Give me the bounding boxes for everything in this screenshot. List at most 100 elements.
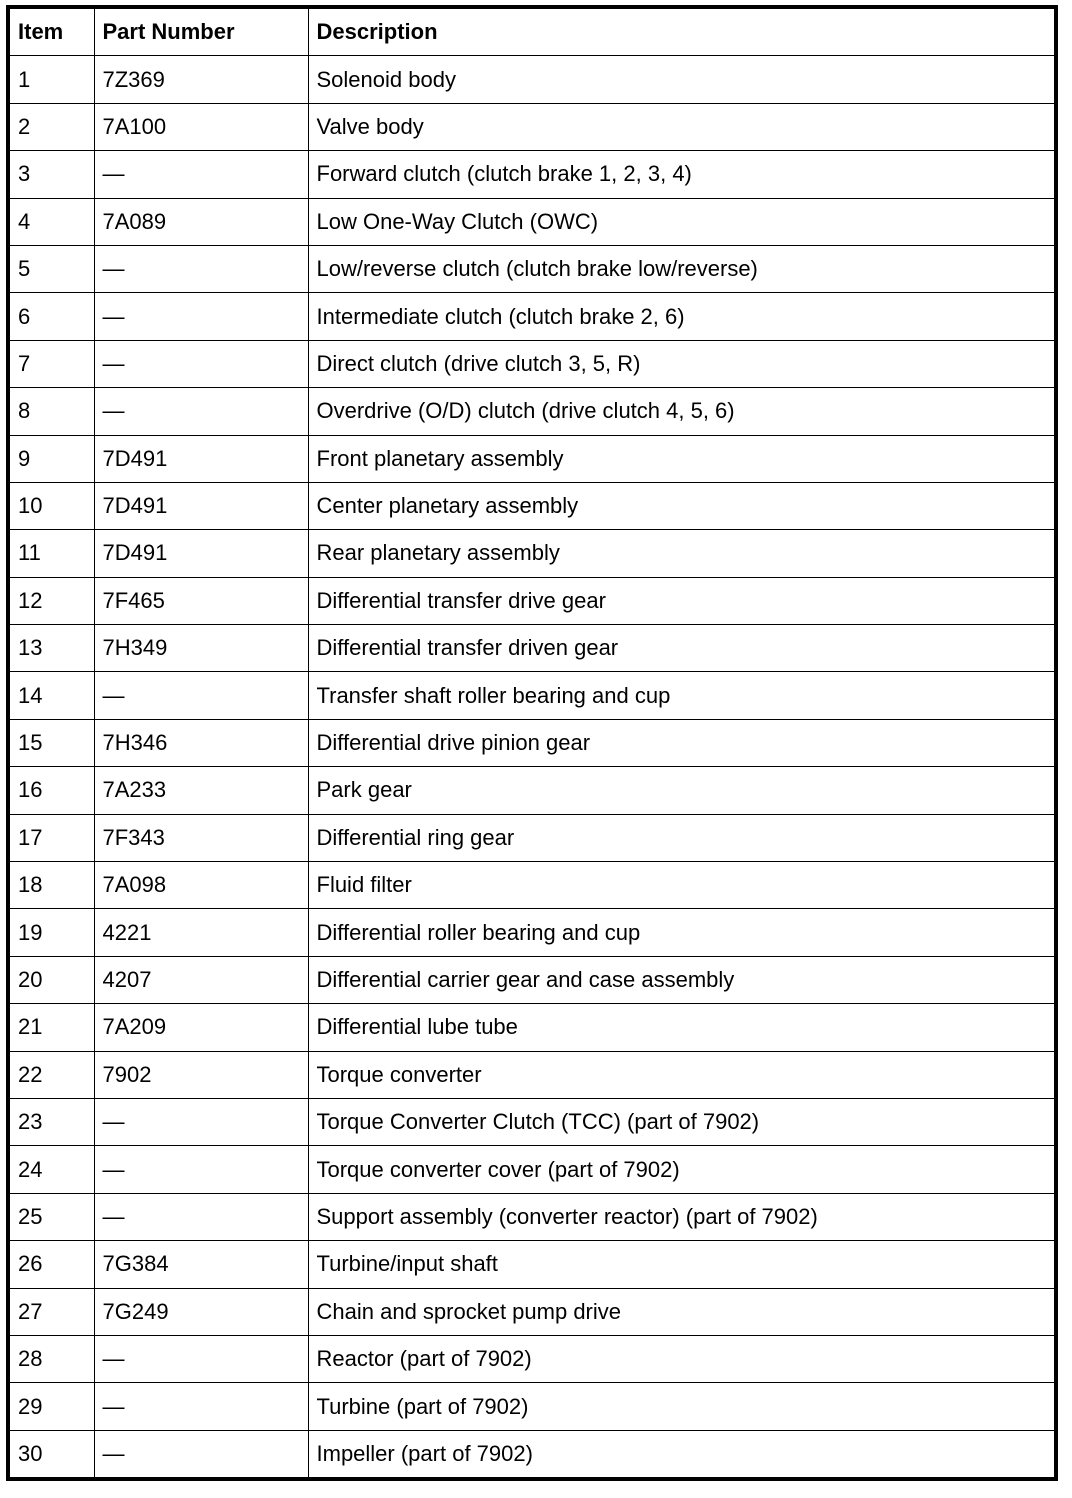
part-number-cell: — xyxy=(93,1382,309,1431)
table-row: 21 7A209 Differential lube tube xyxy=(7,1003,1057,1052)
part-number-cell: 7F465 xyxy=(93,576,309,626)
item-cell: 12 xyxy=(7,576,95,626)
table-row: 6— Intermediate clutch (clutch brake 2, 6… xyxy=(7,292,1057,341)
description-cell: Fluid filter xyxy=(307,861,1057,910)
item-cell: 19 xyxy=(7,908,95,957)
description-cell: Chain and sprocket pump drive xyxy=(307,1287,1057,1336)
item-cell: 21 xyxy=(7,1003,95,1052)
item-cell: 13 xyxy=(7,624,95,673)
item-cell: 5 xyxy=(7,244,95,294)
part-number-cell: 7A098 xyxy=(93,861,309,910)
part-number-cell: — xyxy=(93,1334,309,1384)
header-description: Description xyxy=(307,6,1057,57)
item-cell: 9 xyxy=(7,434,95,483)
description-cell: Impeller (part of 7902) xyxy=(307,1429,1057,1480)
table-row: 14— Transfer shaft roller bearing and cup xyxy=(7,671,1057,720)
item-cell: 11 xyxy=(7,529,95,578)
part-number-cell: 7D491 xyxy=(93,529,309,578)
description-cell: Low/reverse clutch (clutch brake low/rev… xyxy=(307,244,1057,294)
item-cell: 30 xyxy=(7,1429,95,1480)
part-number-cell: — xyxy=(93,1145,309,1194)
part-number-cell: 4221 xyxy=(93,908,309,957)
table-row: 12 7F465 Differential transfer drive gear xyxy=(7,576,1057,626)
header-part-number: Part Number xyxy=(93,6,309,57)
table-row: 5— Low/reverse clutch (clutch brake low/r… xyxy=(7,244,1057,294)
item-cell: 17 xyxy=(7,813,95,863)
part-number-cell: — xyxy=(93,1192,309,1242)
item-cell: 28 xyxy=(7,1334,95,1384)
item-cell: 10 xyxy=(7,481,95,531)
item-cell: 27 xyxy=(7,1287,95,1336)
part-number-cell: 7F343 xyxy=(93,813,309,863)
table-row: 2 7A100 Valve body xyxy=(7,102,1057,152)
parts-table: Item Part Number Description 1 7Z369 Solen… xyxy=(6,5,1058,1482)
item-cell: 24 xyxy=(7,1145,95,1194)
item-cell: 8 xyxy=(7,387,95,436)
part-number-cell: — xyxy=(93,1429,309,1480)
table-row: 20 4207 Differential carrier gear and case… xyxy=(7,955,1057,1005)
table-row: 17 7F343 Differential ring gear xyxy=(7,813,1057,863)
table-row: 19 4221 Differential roller bearing and cu… xyxy=(7,908,1057,957)
table-row: 22 7902 Torque converter xyxy=(7,1050,1057,1099)
part-number-cell: — xyxy=(93,150,309,199)
description-cell: Reactor (part of 7902) xyxy=(307,1334,1057,1384)
item-cell: 4 xyxy=(7,197,95,246)
part-number-cell: 7A233 xyxy=(93,766,309,815)
table-row: 15 7H346 Differential drive pinion gear xyxy=(7,718,1057,768)
part-number-cell: 7H349 xyxy=(93,624,309,673)
description-cell: Turbine (part of 7902) xyxy=(307,1382,1057,1431)
description-cell: Differential roller bearing and cup xyxy=(307,908,1057,957)
description-cell: Torque converter xyxy=(307,1050,1057,1099)
part-number-cell: 7G384 xyxy=(93,1240,309,1289)
item-cell: 26 xyxy=(7,1240,95,1289)
description-cell: Turbine/input shaft xyxy=(307,1240,1057,1289)
item-cell: 7 xyxy=(7,339,95,389)
part-number-cell: 7A089 xyxy=(93,197,309,246)
description-cell: Transfer shaft roller bearing and cup xyxy=(307,671,1057,720)
item-cell: 15 xyxy=(7,718,95,768)
item-cell: 1 xyxy=(7,55,95,104)
item-cell: 25 xyxy=(7,1192,95,1242)
table-row: 10 7D491 Center planetary assembly xyxy=(7,481,1057,531)
header-row: Item Part Number Description xyxy=(7,6,1057,57)
description-cell: Front planetary assembly xyxy=(307,434,1057,483)
item-cell: 16 xyxy=(7,766,95,815)
table-row: 25— Support assembly (converter reactor) … xyxy=(7,1192,1057,1242)
header-item: Item xyxy=(7,6,95,57)
description-cell: Differential transfer driven gear xyxy=(307,624,1057,673)
table-row: 26 7G384 Turbine/input shaft xyxy=(7,1240,1057,1289)
part-number-cell: — xyxy=(93,292,309,341)
part-number-cell: — xyxy=(93,339,309,389)
part-number-cell: 7D491 xyxy=(93,481,309,531)
table-row: 13 7H349 Differential transfer driven gear xyxy=(7,624,1057,673)
table-row: 7— Direct clutch (drive clutch 3, 5, R) xyxy=(7,339,1057,389)
table-row: 4 7A089 Low One-Way Clutch (OWC) xyxy=(7,197,1057,246)
description-cell: Park gear xyxy=(307,766,1057,815)
description-cell: Center planetary assembly xyxy=(307,481,1057,531)
part-number-cell: — xyxy=(93,244,309,294)
description-cell: Differential drive pinion gear xyxy=(307,718,1057,768)
description-cell: Support assembly (converter reactor) (pa… xyxy=(307,1192,1057,1242)
part-number-cell: 7H346 xyxy=(93,718,309,768)
description-cell: Differential transfer drive gear xyxy=(307,576,1057,626)
description-cell: Forward clutch (clutch brake 1, 2, 3, 4) xyxy=(307,150,1057,199)
part-number-cell: 4207 xyxy=(93,955,309,1005)
item-cell: 14 xyxy=(7,671,95,720)
table-row: 24— Torque converter cover (part of 7902) xyxy=(7,1145,1057,1194)
item-cell: 20 xyxy=(7,955,95,1005)
part-number-cell: 7A209 xyxy=(93,1003,309,1052)
description-cell: Rear planetary assembly xyxy=(307,529,1057,578)
item-cell: 29 xyxy=(7,1382,95,1431)
part-number-cell: — xyxy=(93,387,309,436)
description-cell: Torque converter cover (part of 7902) xyxy=(307,1145,1057,1194)
part-number-cell: 7Z369 xyxy=(93,55,309,104)
part-number-cell: 7A100 xyxy=(93,102,309,152)
table-row: 8— Overdrive (O/D) clutch (drive clutch 4… xyxy=(7,387,1057,436)
description-cell: Direct clutch (drive clutch 3, 5, R) xyxy=(307,339,1057,389)
description-cell: Valve body xyxy=(307,102,1057,152)
item-cell: 2 xyxy=(7,102,95,152)
item-cell: 3 xyxy=(7,150,95,199)
description-cell: Differential carrier gear and case assem… xyxy=(307,955,1057,1005)
table-row: 1 7Z369 Solenoid body xyxy=(7,55,1057,104)
part-number-cell: — xyxy=(93,1097,309,1147)
